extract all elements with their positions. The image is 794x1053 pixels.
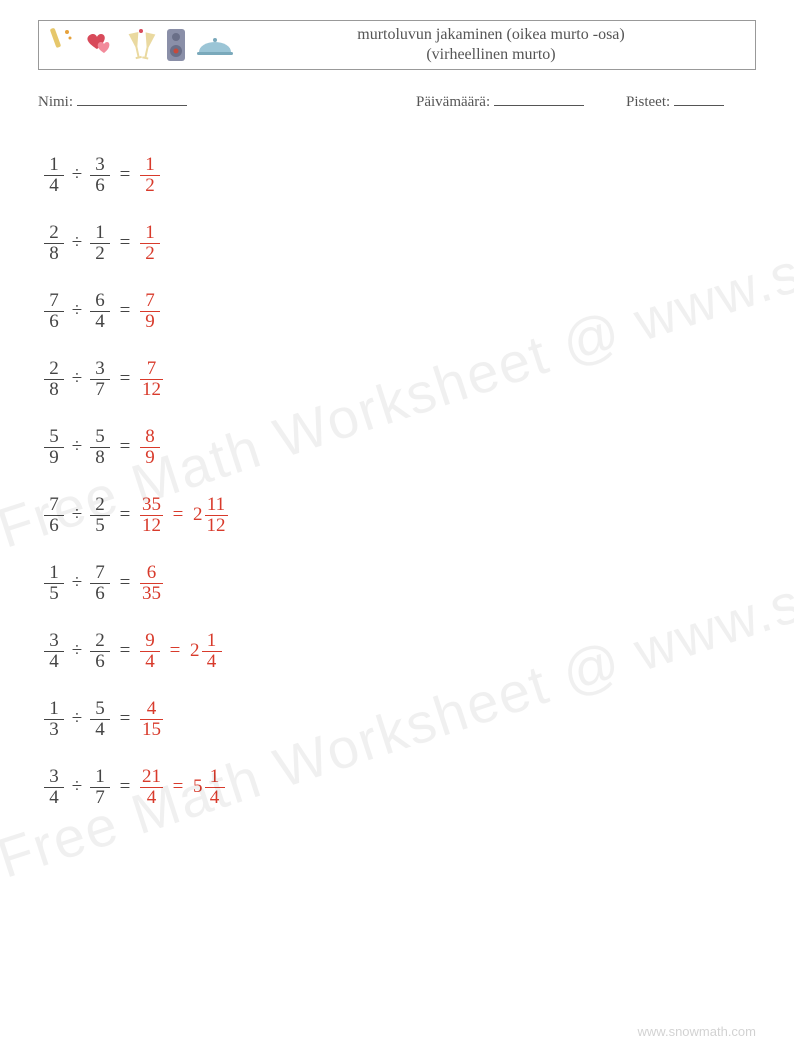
name-blank[interactable]: [77, 92, 187, 106]
answer-final: 635: [140, 563, 163, 604]
answer-final: 415: [140, 699, 163, 740]
divide-operator: ÷: [64, 572, 90, 594]
score-blank[interactable]: [674, 92, 724, 106]
problem-row: 28÷37=712: [44, 345, 756, 413]
answer-final: 21112: [193, 495, 228, 536]
date-label: Päivämäärä:: [416, 94, 490, 110]
score-field: Pisteet:: [626, 92, 756, 111]
title-line-2: (virheellinen murto): [235, 45, 747, 65]
problem-row: 14÷36=12: [44, 141, 756, 209]
problem-row: 34÷17=214=514: [44, 753, 756, 821]
equals: =: [110, 164, 140, 186]
equals: =: [163, 504, 193, 526]
date-field: Päivämäärä:: [416, 92, 626, 111]
divide-operator: ÷: [64, 368, 90, 390]
fraction: 25: [90, 495, 110, 536]
equals: =: [110, 572, 140, 594]
problem-list: 14÷36=1228÷12=1276÷64=7928÷37=71259÷58=8…: [38, 141, 756, 821]
meta-row: Nimi: Päivämäärä: Pisteet:: [38, 92, 756, 111]
divide-operator: ÷: [64, 504, 90, 526]
fraction: 14: [202, 631, 222, 672]
problem-row: 15÷76=635: [44, 549, 756, 617]
answer-final: 12: [140, 223, 160, 264]
divide-operator: ÷: [64, 300, 90, 322]
fraction: 76: [44, 495, 64, 536]
problem-row: 13÷54=415: [44, 685, 756, 753]
cloche-icon: [195, 30, 235, 60]
fraction: 15: [44, 563, 64, 604]
fraction: 1112: [205, 495, 228, 536]
equals: =: [110, 436, 140, 458]
fraction: 76: [44, 291, 64, 332]
worksheet-title: murtoluvun jakaminen (oikea murto -osa) …: [235, 25, 747, 65]
footer-url: www.snowmath.com: [638, 1024, 756, 1039]
fraction: 13: [44, 699, 64, 740]
answer-final: 214: [190, 631, 222, 672]
equals: =: [110, 232, 140, 254]
answer-step: 94: [140, 631, 160, 672]
fraction: 26: [90, 631, 110, 672]
answer-step: 214: [140, 767, 163, 808]
answer-step: 3512: [140, 495, 163, 536]
divide-operator: ÷: [64, 708, 90, 730]
fraction: 36: [90, 155, 110, 196]
problem-row: 28÷12=12: [44, 209, 756, 277]
divide-operator: ÷: [64, 640, 90, 662]
hearts-icon: [83, 28, 117, 62]
toast-glasses-icon: [125, 27, 157, 63]
fraction: 54: [90, 699, 110, 740]
fraction: 64: [90, 291, 110, 332]
equals: =: [110, 640, 140, 662]
fraction: 14: [205, 767, 225, 808]
fraction: 59: [44, 427, 64, 468]
name-field: Nimi:: [38, 92, 416, 111]
equals: =: [110, 504, 140, 526]
title-line-1: murtoluvun jakaminen (oikea murto -osa): [235, 25, 747, 45]
fraction: 34: [44, 631, 64, 672]
name-label: Nimi:: [38, 94, 73, 110]
fraction: 28: [44, 223, 64, 264]
equals: =: [110, 708, 140, 730]
equals: =: [163, 776, 193, 798]
divide-operator: ÷: [64, 776, 90, 798]
equals: =: [160, 640, 190, 662]
equals: =: [110, 776, 140, 798]
fraction: 37: [90, 359, 110, 400]
header-icons: [47, 26, 235, 64]
answer-final: 79: [140, 291, 160, 332]
problem-row: 34÷26=94=214: [44, 617, 756, 685]
header-box: murtoluvun jakaminen (oikea murto -osa) …: [38, 20, 756, 70]
answer-final: 89: [140, 427, 160, 468]
problem-row: 76÷25=3512=21112: [44, 481, 756, 549]
champagne-icon: [47, 26, 75, 64]
fraction: 12: [90, 223, 110, 264]
fraction: 28: [44, 359, 64, 400]
problem-row: 59÷58=89: [44, 413, 756, 481]
score-label: Pisteet:: [626, 94, 670, 110]
fraction: 14: [44, 155, 64, 196]
divide-operator: ÷: [64, 164, 90, 186]
speaker-icon: [165, 27, 187, 63]
answer-final: 514: [193, 767, 225, 808]
fraction: 17: [90, 767, 110, 808]
equals: =: [110, 300, 140, 322]
divide-operator: ÷: [64, 232, 90, 254]
answer-final: 712: [140, 359, 163, 400]
divide-operator: ÷: [64, 436, 90, 458]
fraction: 58: [90, 427, 110, 468]
answer-final: 12: [140, 155, 160, 196]
fraction: 76: [90, 563, 110, 604]
fraction: 34: [44, 767, 64, 808]
equals: =: [110, 368, 140, 390]
problem-row: 76÷64=79: [44, 277, 756, 345]
date-blank[interactable]: [494, 92, 584, 106]
